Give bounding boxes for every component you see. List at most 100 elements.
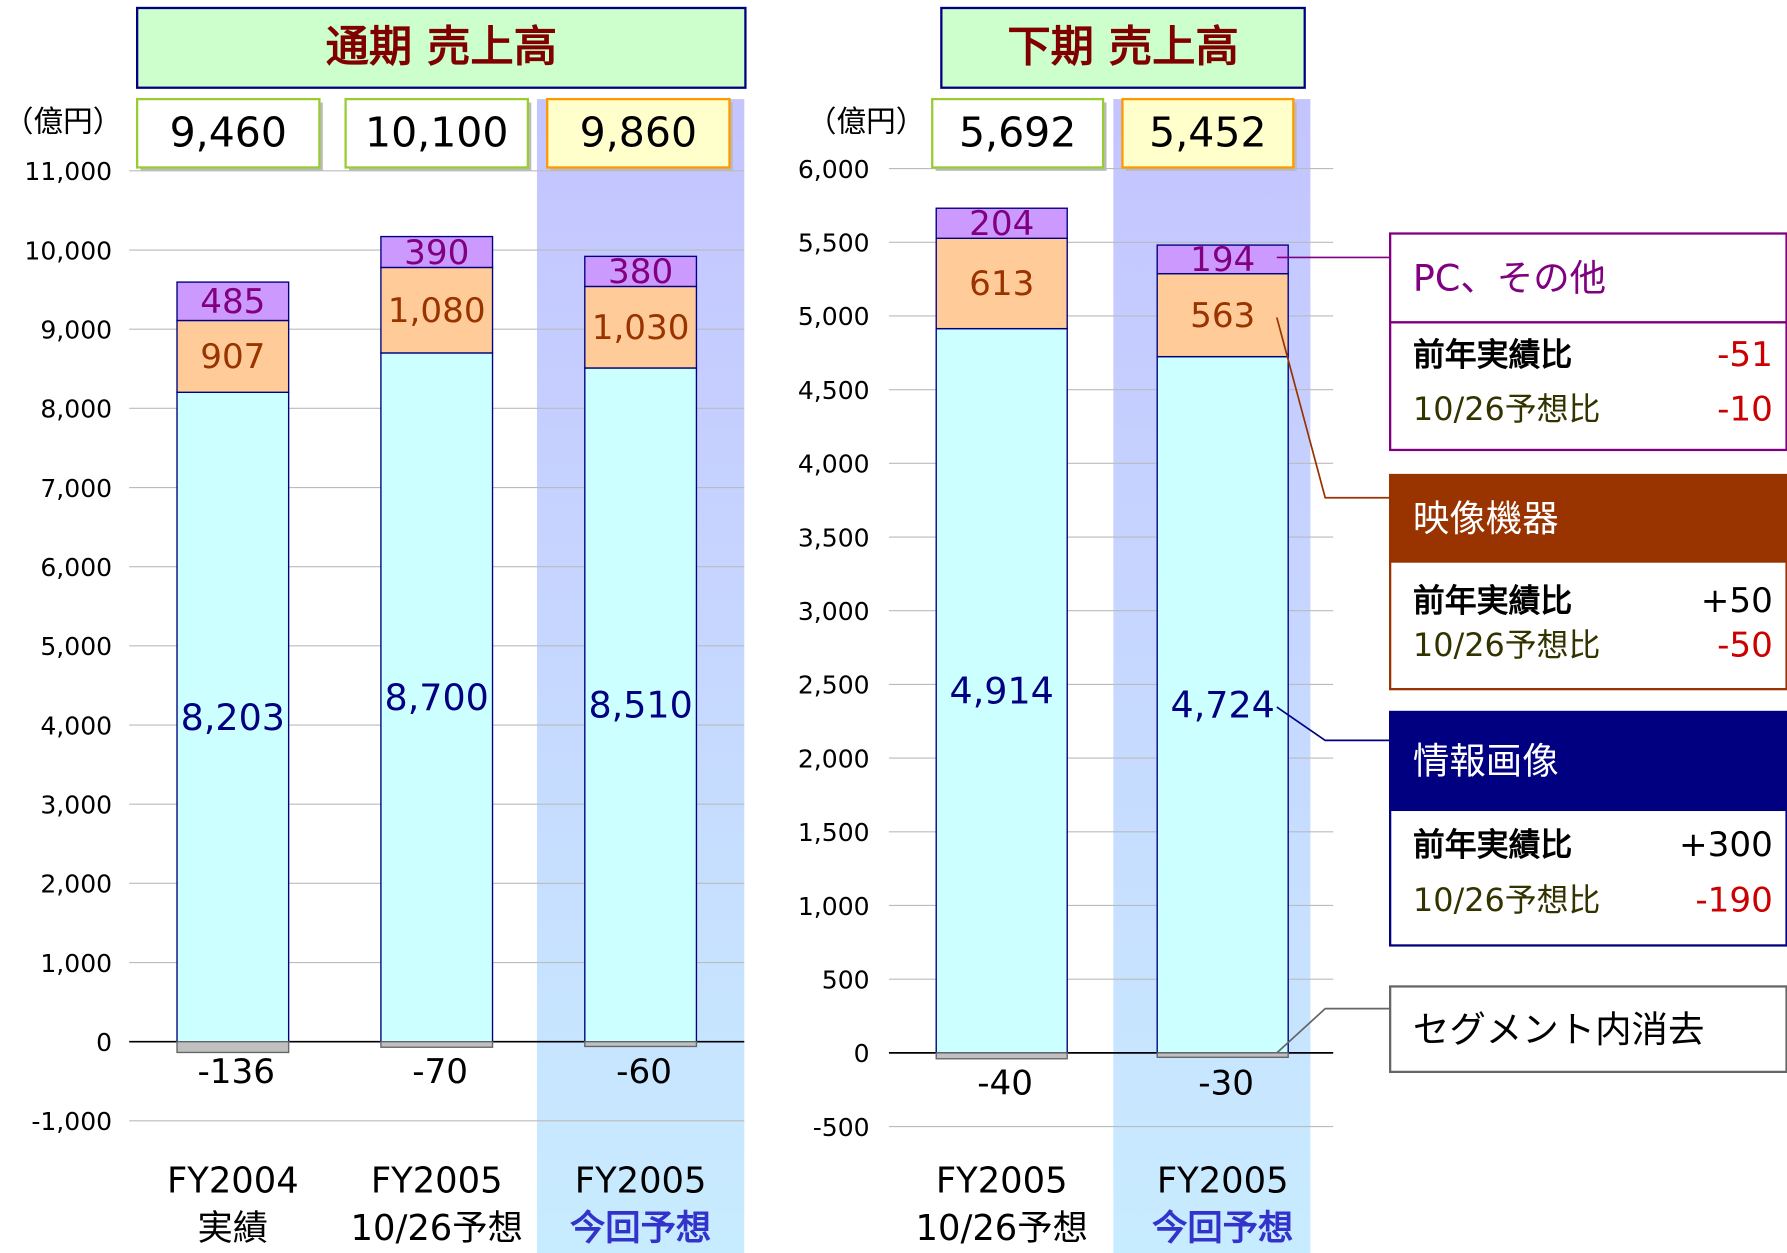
x-tick-label: 今回予想 bbox=[1152, 1208, 1293, 1249]
total-label: 10,100 bbox=[365, 109, 508, 157]
total-label: 9,860 bbox=[580, 109, 697, 157]
legend-rows bbox=[1389, 808, 1787, 947]
y-tick-label: 1,000 bbox=[40, 949, 112, 978]
segment-label: 4,724 bbox=[1171, 684, 1275, 727]
bar-segment bbox=[1156, 355, 1289, 1054]
y-tick-label: 1,000 bbox=[798, 892, 870, 921]
y-tick-label: 0 bbox=[96, 1028, 112, 1057]
y-tick-label: 0 bbox=[854, 1039, 870, 1068]
segment-label: -70 bbox=[412, 1052, 468, 1092]
leader-line bbox=[1275, 317, 1391, 499]
x-tick-label: 10/26予想 bbox=[916, 1208, 1088, 1249]
legend-rows bbox=[1389, 560, 1787, 691]
legend-row-label: 前年実績比 bbox=[1413, 825, 1572, 863]
chart-title: 下期 売上高 bbox=[1007, 23, 1238, 73]
y-tick-label: 5,000 bbox=[798, 302, 870, 331]
bar-segment bbox=[176, 319, 290, 393]
x-tick-label: FY2005 bbox=[936, 1160, 1068, 1201]
segment-label: 907 bbox=[200, 337, 265, 377]
bar-segment bbox=[380, 1041, 494, 1048]
legend-row-value: -50 bbox=[1717, 626, 1773, 666]
x-tick-label: 今回予想 bbox=[570, 1208, 711, 1249]
bar-segment bbox=[935, 207, 1068, 239]
bar-segment bbox=[584, 285, 698, 369]
legend-rows bbox=[1389, 321, 1787, 452]
bar-segment bbox=[1156, 244, 1289, 275]
y-tick-label: 2,500 bbox=[798, 671, 870, 700]
legend-row-label: 前年実績比 bbox=[1413, 336, 1572, 374]
legend-row-label: 10/26予想比 bbox=[1413, 390, 1600, 428]
segment-label: 485 bbox=[200, 282, 265, 322]
x-tick-label: 実績 bbox=[198, 1208, 269, 1249]
legend-row-label: 10/26予想比 bbox=[1413, 626, 1600, 664]
title-box bbox=[136, 6, 747, 89]
legend-header bbox=[1389, 232, 1787, 324]
y-tick-label: 11,000 bbox=[24, 157, 112, 186]
segment-label: 4,914 bbox=[950, 670, 1054, 713]
x-tick-label: 10/26予想 bbox=[351, 1208, 523, 1249]
legend-header bbox=[1389, 985, 1787, 1074]
y-tick-label: -500 bbox=[813, 1113, 870, 1142]
total-box bbox=[344, 97, 529, 169]
legend-row-value: +50 bbox=[1701, 581, 1773, 621]
total-label: 5,452 bbox=[1149, 109, 1266, 157]
y-tick-label: 4,000 bbox=[798, 450, 870, 479]
y-tick-label: 2,000 bbox=[798, 744, 870, 773]
x-tick-label: FY2005 bbox=[575, 1160, 707, 1201]
total-box bbox=[931, 97, 1105, 169]
total-label: 9,460 bbox=[170, 109, 287, 157]
segment-label: 194 bbox=[1190, 240, 1255, 280]
bar-segment bbox=[176, 281, 290, 322]
y-tick-label: 5,000 bbox=[40, 632, 112, 661]
legend-name: 映像機器 bbox=[1413, 497, 1559, 540]
total-box bbox=[136, 97, 321, 169]
y-tick-label: 3,000 bbox=[798, 597, 870, 626]
legend-row-label: 10/26予想比 bbox=[1413, 881, 1600, 919]
legend-row-value: +300 bbox=[1679, 825, 1773, 865]
segment-label: 390 bbox=[404, 233, 469, 273]
y-tick-label: 8,000 bbox=[40, 395, 112, 424]
legend-name: 情報画像 bbox=[1413, 740, 1559, 783]
bar-segment bbox=[380, 235, 494, 269]
y-tick-label: 6,000 bbox=[40, 553, 112, 582]
bar-segment bbox=[584, 255, 698, 288]
segment-label: 8,510 bbox=[588, 684, 692, 727]
legend-row-value: -190 bbox=[1695, 881, 1773, 921]
bar-segment bbox=[584, 367, 698, 1043]
legend-row-value: -51 bbox=[1717, 335, 1773, 375]
bar-segment bbox=[1156, 272, 1289, 358]
segment-label: 613 bbox=[969, 264, 1034, 304]
y-tick-label: 4,500 bbox=[798, 376, 870, 405]
title-box bbox=[940, 6, 1306, 89]
segment-label: -136 bbox=[197, 1052, 275, 1092]
segment-label: 1,030 bbox=[592, 308, 690, 348]
leader-line bbox=[1276, 706, 1391, 742]
legend-name: セグメント内消去 bbox=[1413, 1008, 1705, 1051]
y-tick-label: 3,000 bbox=[40, 790, 112, 819]
total-label: 5,692 bbox=[959, 109, 1076, 157]
chart-title: 通期 売上高 bbox=[326, 23, 557, 73]
unit-label: （億円） bbox=[807, 105, 925, 139]
total-box bbox=[546, 97, 731, 169]
y-tick-label: 4,000 bbox=[40, 711, 112, 740]
leader-line bbox=[1276, 1007, 1391, 1054]
bar-segment bbox=[176, 1041, 290, 1054]
segment-label: 1,080 bbox=[388, 291, 486, 331]
legend-header bbox=[1389, 710, 1787, 812]
y-tick-label: 7,000 bbox=[40, 474, 112, 503]
segment-label: 204 bbox=[969, 204, 1034, 244]
y-tick-label: 6,000 bbox=[798, 155, 870, 184]
bar-segment bbox=[935, 237, 1068, 330]
segment-label: 563 bbox=[1190, 296, 1255, 336]
x-tick-label: FY2005 bbox=[371, 1160, 503, 1201]
bar-segment bbox=[380, 266, 494, 354]
y-tick-label: 10,000 bbox=[24, 236, 112, 265]
y-tick-label: 1,500 bbox=[798, 818, 870, 847]
x-tick-label: FY2005 bbox=[1157, 1160, 1289, 1201]
y-tick-label: 5,500 bbox=[798, 229, 870, 258]
y-tick-label: -1,000 bbox=[31, 1107, 112, 1136]
total-box bbox=[1121, 97, 1295, 169]
y-tick-label: 9,000 bbox=[40, 315, 112, 344]
bar-segment bbox=[1156, 1052, 1289, 1058]
